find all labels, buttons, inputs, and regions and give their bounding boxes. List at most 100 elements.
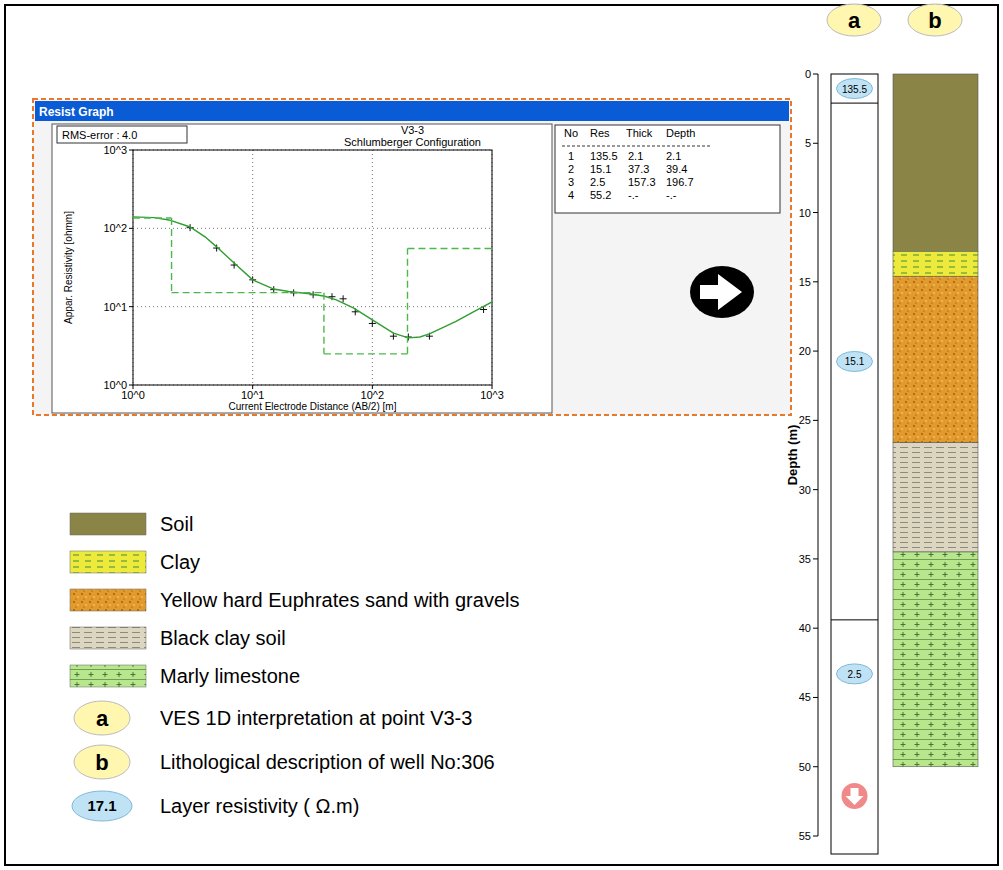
- ves-resistivity: 135.5: [842, 84, 867, 95]
- y-tick-label: 10^2: [103, 222, 127, 234]
- rms-box: [57, 126, 187, 143]
- depth-tick: [813, 420, 818, 421]
- legend-swatch: [70, 665, 146, 687]
- model-step: [407, 248, 492, 249]
- model-step: [133, 217, 172, 218]
- legend-label: Clay: [160, 551, 200, 573]
- lithology-layer: [893, 251, 978, 276]
- depth-tick-label: 50: [799, 761, 811, 773]
- depth-axis-title: Depth (m): [785, 425, 800, 486]
- key-text: Layer resistivity ( Ω.m): [160, 795, 359, 817]
- table-header: Depth: [666, 127, 695, 139]
- table-header: Thick: [626, 127, 653, 139]
- table-cell: 2: [568, 163, 574, 175]
- depth-tick: [813, 351, 818, 352]
- table-cell: 2.1: [628, 150, 643, 162]
- table-cell: 3: [568, 176, 574, 188]
- legend-swatch: [70, 627, 146, 649]
- grid-line: [372, 150, 373, 385]
- figure: Resist GraphRMS-error :4.0V3-3Schlumberg…: [0, 0, 1003, 870]
- table-header: Res: [590, 127, 610, 139]
- rms-label: RMS-error :: [62, 129, 119, 141]
- depth-tick-label: 35: [799, 553, 811, 565]
- column-header-badge: [827, 4, 881, 36]
- depth-tick: [813, 489, 818, 490]
- ves-resistivity: 2.5: [848, 669, 862, 680]
- legend-label: Black clay soil: [160, 627, 286, 649]
- depth-tick-label: 15: [799, 276, 811, 288]
- key-badge: [72, 791, 132, 821]
- column-header-badge: [908, 4, 962, 36]
- depth-tick-label: 40: [799, 622, 811, 634]
- legend-swatch: [70, 551, 146, 573]
- depth-tick: [813, 697, 818, 698]
- depth-tick: [813, 558, 818, 559]
- window-title: Resist Graph: [39, 105, 114, 119]
- lithology-layer: [893, 443, 978, 552]
- legend-swatch: [70, 513, 146, 535]
- tick: [129, 385, 133, 386]
- y-tick-label: 10^1: [103, 301, 127, 313]
- ves-resistivity-badge: [837, 351, 873, 371]
- chart-title: V3-3: [401, 124, 424, 136]
- model-step: [172, 292, 324, 293]
- table-cell: 39.4: [666, 163, 687, 175]
- table-cell: 37.3: [628, 163, 649, 175]
- y-axis-title: Appar. Resistivity [ohmm]: [63, 211, 74, 324]
- table-cell: 196.7: [666, 176, 694, 188]
- depth-axis: [818, 74, 819, 836]
- model-curve: [133, 217, 492, 338]
- table-cell: 4: [568, 189, 574, 201]
- arrow-icon-head: [700, 274, 742, 310]
- x-axis-title: Current Electrode Distance (AB/2) [m]: [229, 401, 397, 412]
- y-tick-label: 10^0: [103, 379, 127, 391]
- key-badge: [74, 745, 130, 779]
- continuation-icon: [842, 783, 868, 809]
- table-cell: 55.2: [590, 189, 611, 201]
- ves-resistivity-badge: [837, 79, 873, 99]
- key-badge-text: b: [95, 750, 108, 775]
- x-tick-label: 10^2: [361, 389, 385, 401]
- ves-resistivity: 15.1: [845, 356, 865, 367]
- lithology-layer: [893, 552, 978, 767]
- title-bar: [35, 101, 789, 121]
- window-frame: [33, 99, 791, 415]
- column-header: a: [848, 8, 861, 33]
- model-step-riser: [407, 249, 408, 354]
- model-step-riser: [171, 218, 172, 293]
- plot-marks: [133, 217, 492, 354]
- figure-frame: [5, 5, 998, 865]
- column-header: b: [928, 8, 941, 33]
- model-step-riser: [323, 293, 324, 354]
- legend-label: Marly limestone: [160, 665, 300, 687]
- legend-swatch: [70, 589, 146, 611]
- ves-boundary: [831, 103, 878, 104]
- depth-tick-label: 10: [799, 207, 811, 219]
- table-rule: [562, 146, 712, 147]
- tick: [129, 306, 133, 307]
- depth-tick-label: 25: [799, 414, 811, 426]
- x-tick-label: 10^3: [480, 389, 504, 401]
- table-cell: -.-: [628, 189, 639, 201]
- depth-tick-label: 20: [799, 345, 811, 357]
- plot-bg: [133, 150, 492, 385]
- table-cell: -.-: [666, 189, 677, 201]
- legend-label: Soil: [160, 513, 193, 535]
- table-cell: 1: [568, 150, 574, 162]
- x-tick-label: 10^1: [241, 389, 265, 401]
- grid-line: [252, 150, 253, 385]
- depth-tick-label: 30: [799, 484, 811, 496]
- grid-line: [133, 306, 492, 307]
- plot-frame: [133, 150, 492, 385]
- ves-resistivity-badge: [837, 664, 873, 684]
- table-cell: 2.1: [666, 150, 681, 162]
- key-badge-text: 17.1: [87, 797, 116, 814]
- depth-tick: [813, 628, 818, 629]
- table-cell: 15.1: [590, 163, 611, 175]
- depth-tick-label: 0: [805, 68, 811, 80]
- table-cell: 157.3: [628, 176, 656, 188]
- table-cell: 2.5: [590, 176, 605, 188]
- lithology-layer: [893, 276, 978, 442]
- legend-label: Yellow hard Euphrates sand with gravels: [160, 589, 519, 611]
- lithology-layer: [893, 74, 978, 251]
